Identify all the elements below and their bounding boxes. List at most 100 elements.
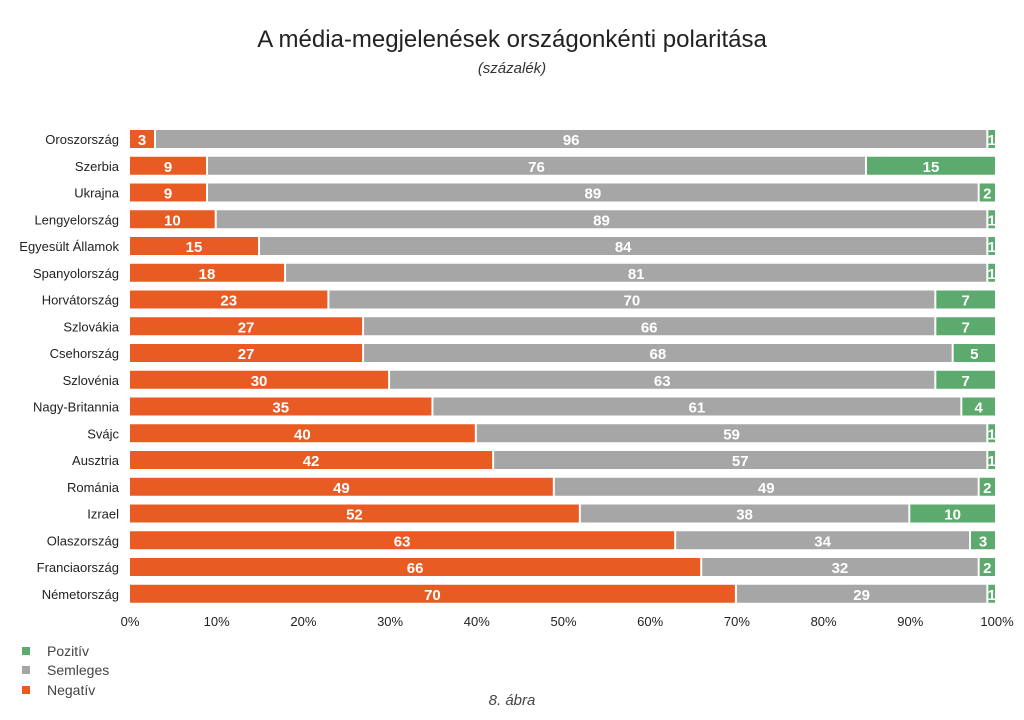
- data-label-semleges-szlovakia: 66: [641, 319, 658, 336]
- data-label-negativ-horvatorszag: 23: [220, 293, 237, 310]
- legend-item-negative: Negatív: [22, 680, 109, 700]
- data-label-pozitiv-nagy-britannia: 4: [974, 400, 983, 417]
- data-label-semleges-franciaorszag: 32: [832, 560, 849, 577]
- category-label-svajc: Svájc: [87, 426, 119, 441]
- legend-swatch-negative: [22, 685, 30, 694]
- x-tick-label: 20%: [290, 614, 316, 629]
- data-label-semleges-nagy-britannia: 61: [689, 400, 706, 417]
- chart-legend: Pozitív Semleges Negatív: [22, 641, 109, 700]
- x-tick-label: 90%: [897, 614, 923, 629]
- bar-semleges-horvatorszag: [329, 290, 935, 309]
- data-label-pozitiv-ukrajna: 2: [983, 186, 991, 203]
- bar-negativ-spanyolorszag: [130, 263, 285, 282]
- data-label-negativ-ukrajna: 9: [164, 186, 172, 203]
- bar-pozitiv-svajc: [988, 424, 995, 443]
- data-label-pozitiv-szlovakia: 7: [961, 319, 969, 336]
- data-label-semleges-ausztria: 57: [732, 453, 749, 470]
- bar-semleges-franciaorszag: [702, 558, 978, 576]
- bar-negativ-oroszorszag: [130, 130, 155, 148]
- category-label-izrael: Izrael: [87, 507, 119, 522]
- data-label-negativ-franciaorszag: 66: [407, 560, 424, 577]
- bar-semleges-oroszorszag: [156, 130, 987, 148]
- data-label-negativ-oroszorszag: 3: [138, 132, 146, 149]
- bar-negativ-nemetorszag: [130, 584, 735, 603]
- bar-semleges-lengyelorszag: [216, 210, 987, 229]
- bar-semleges-olaszorszag: [676, 531, 969, 550]
- bar-pozitiv-szlovenia: [936, 370, 995, 389]
- x-tick-label: 80%: [811, 614, 837, 629]
- chart-subtitle: (százalék): [477, 60, 547, 77]
- bar-pozitiv-szlovakia: [936, 317, 995, 336]
- data-label-pozitiv-romania: 2: [983, 480, 991, 497]
- bar-pozitiv-nemetorszag: [988, 584, 995, 603]
- data-label-pozitiv-szlovenia: 7: [961, 373, 969, 390]
- x-tick-label: 50%: [550, 614, 576, 629]
- bar-semleges-izrael: [580, 504, 909, 523]
- data-label-negativ-olaszorszag: 63: [394, 533, 411, 550]
- data-label-pozitiv-oroszorszag: 1: [987, 132, 995, 149]
- bar-semleges-szerbia: [208, 156, 865, 175]
- category-label-szlovenia: Szlovénia: [63, 373, 120, 388]
- x-tick-label: 30%: [377, 614, 403, 629]
- legend-label-positive: Pozitív: [47, 642, 90, 659]
- data-label-semleges-csehorszag: 68: [650, 346, 667, 363]
- bar-pozitiv-szerbia: [866, 156, 995, 175]
- legend-item-positive: Pozitív: [22, 641, 109, 661]
- data-label-semleges-olaszorszag: 34: [814, 533, 831, 550]
- data-label-pozitiv-horvatorszag: 7: [961, 293, 969, 310]
- data-label-pozitiv-franciaorszag: 2: [983, 560, 991, 577]
- category-label-franciaorszag: Franciaország: [37, 560, 119, 575]
- category-label-horvatorszag: Horvátország: [42, 293, 119, 308]
- data-label-pozitiv-nemetorszag: 1: [987, 587, 995, 604]
- data-label-negativ-lengyelorszag: 10: [164, 212, 181, 229]
- data-label-semleges-svajc: 59: [723, 426, 740, 443]
- category-label-oroszorszag: Oroszország: [45, 132, 119, 147]
- bar-negativ-csehorszag: [130, 344, 363, 362]
- category-label-egyesult-allamok: Egyesült Államok: [19, 239, 119, 254]
- data-label-pozitiv-spanyolorszag: 1: [987, 266, 995, 283]
- bar-pozitiv-horvatorszag: [936, 290, 995, 309]
- category-label-lengyelorszag: Lengyelország: [34, 212, 119, 227]
- bar-semleges-szlovenia: [390, 370, 935, 389]
- bar-semleges-romania: [554, 477, 978, 496]
- bar-semleges-szlovakia: [364, 317, 935, 336]
- bar-negativ-szlovakia: [130, 317, 363, 336]
- x-tick-label: 40%: [464, 614, 490, 629]
- category-label-ukrajna: Ukrajna: [74, 186, 120, 201]
- data-label-semleges-egyesult-allamok: 84: [615, 239, 632, 256]
- data-label-semleges-oroszorszag: 96: [563, 132, 580, 149]
- category-label-szerbia: Szerbia: [75, 159, 120, 174]
- bar-pozitiv-lengyelorszag: [988, 210, 995, 229]
- bar-negativ-ausztria: [130, 451, 493, 469]
- bar-pozitiv-franciaorszag: [979, 558, 995, 576]
- category-label-csehorszag: Csehország: [50, 346, 119, 361]
- bar-negativ-svajc: [130, 424, 475, 443]
- bar-pozitiv-csehorszag: [953, 344, 995, 362]
- bar-pozitiv-izrael: [910, 504, 995, 523]
- data-label-negativ-spanyolorszag: 18: [199, 266, 216, 283]
- legend-swatch-neutral: [22, 666, 30, 675]
- bar-negativ-franciaorszag: [130, 558, 701, 576]
- data-label-pozitiv-lengyelorszag: 1: [987, 212, 995, 229]
- legend-label-neutral: Semleges: [47, 662, 110, 679]
- data-label-semleges-horvatorszag: 70: [624, 293, 641, 310]
- category-label-olaszorszag: Olaszország: [47, 533, 119, 548]
- bar-semleges-ausztria: [494, 451, 987, 469]
- chart-title: A média-megjelenések országonkénti polar…: [257, 26, 767, 53]
- data-label-negativ-csehorszag: 27: [238, 346, 255, 363]
- data-label-pozitiv-svajc: 1: [987, 426, 995, 443]
- bar-negativ-ukrajna: [130, 183, 207, 202]
- data-label-pozitiv-egyesult-allamok: 1: [987, 239, 995, 256]
- category-label-ausztria: Ausztria: [72, 453, 120, 468]
- data-label-semleges-izrael: 38: [736, 507, 753, 524]
- data-label-negativ-nemetorszag: 70: [424, 587, 441, 604]
- bar-pozitiv-ukrajna: [979, 183, 995, 202]
- data-label-semleges-lengyelorszag: 89: [593, 212, 610, 229]
- x-tick-label: 10%: [204, 614, 230, 629]
- category-label-szlovakia: Szlovákia: [63, 319, 119, 334]
- category-label-nemetorszag: Németország: [42, 587, 119, 602]
- data-label-negativ-szerbia: 9: [164, 159, 172, 176]
- data-label-pozitiv-izrael: 10: [944, 507, 961, 524]
- bar-semleges-svajc: [476, 424, 987, 443]
